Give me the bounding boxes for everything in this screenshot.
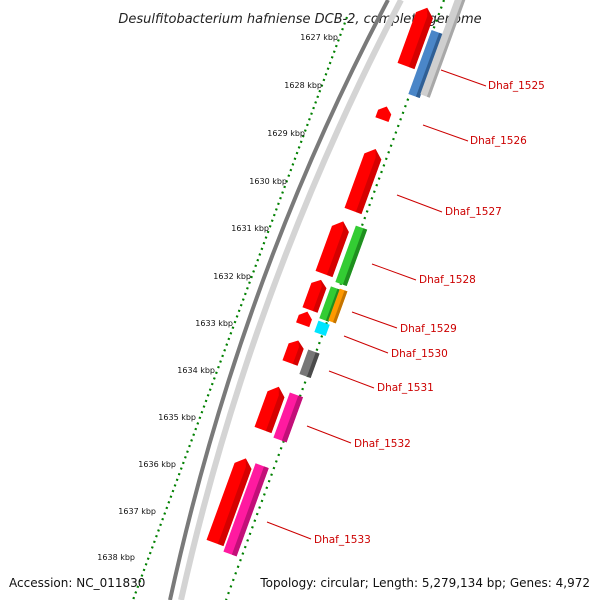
gene-label-dhaf-1528[interactable]: Dhaf_1528	[419, 274, 476, 286]
tick-label: 1632 kbp	[213, 272, 251, 281]
tick-label: 1631 kbp	[231, 224, 269, 233]
gene-label-dhaf-1527[interactable]: Dhaf_1527	[445, 206, 502, 218]
cog-bar-gray	[299, 349, 320, 379]
label-leaders	[266, 69, 487, 540]
genome-summary-label: Topology: circular; Length: 5,279,134 bp…	[259, 576, 590, 590]
tick-label: 1636 kbp	[138, 460, 176, 469]
cds-arrow-dhaf-1528[interactable]	[315, 218, 352, 278]
tick-label: 1630 kbp	[249, 177, 287, 186]
tick-label: 1627 kbp	[300, 33, 338, 42]
gene-label-dhaf-1531[interactable]: Dhaf_1531	[377, 382, 434, 394]
gene-label-dhaf-1529[interactable]: Dhaf_1529	[400, 323, 457, 335]
cog-track	[223, 0, 468, 557]
cds-arrow-dhaf-1527[interactable]	[344, 146, 384, 215]
backbone-band	[178, 0, 404, 600]
tick-label: 1638 kbp	[97, 553, 135, 562]
cds-arrow-dhaf-1529[interactable]	[302, 277, 328, 313]
tick-label: 1628 kbp	[284, 81, 322, 90]
gene-label-dhaf-1526[interactable]: Dhaf_1526	[470, 135, 527, 147]
tick-label: 1634 kbp	[177, 366, 215, 375]
backbone-line	[168, 0, 390, 600]
cds-arrow-dhaf-1532[interactable]	[254, 384, 288, 434]
inner-ruler-track	[224, 0, 446, 600]
cds-arrow-dhaf-1531[interactable]	[282, 338, 305, 366]
gene-label-dhaf-1525[interactable]: Dhaf_1525	[488, 80, 545, 92]
cds-arrow-dhaf-1525[interactable]	[397, 5, 436, 70]
cog-bar-pink-long	[223, 463, 269, 557]
cds-arrow-dhaf-1533[interactable]	[206, 455, 255, 547]
gene-labels: Dhaf_1525 Dhaf_1526 Dhaf_1527 Dhaf_1528 …	[314, 80, 545, 546]
cog-bar-pink	[273, 392, 303, 443]
tick-label: 1637 kbp	[118, 507, 156, 516]
cog-bar-light-gray	[420, 0, 468, 98]
cog-bar-cyan	[314, 320, 330, 337]
ruler-ticks: 1627 kbp 1628 kbp 1629 kbp 1630 kbp 1631…	[97, 33, 338, 562]
tick-label: 1633 kbp	[195, 319, 233, 328]
gene-label-dhaf-1533[interactable]: Dhaf_1533	[314, 534, 371, 546]
cog-bar-green-small	[319, 286, 341, 322]
cds-track	[206, 5, 436, 547]
tick-label: 1635 kbp	[158, 413, 196, 422]
accession-label: Accession: NC_011830	[9, 576, 145, 590]
gene-label-dhaf-1530[interactable]: Dhaf_1530	[391, 348, 448, 360]
ruler-track	[131, 16, 349, 600]
gene-label-dhaf-1532[interactable]: Dhaf_1532	[354, 438, 411, 450]
cds-arrow-dhaf-1526[interactable]	[375, 104, 393, 123]
cog-bar-green	[335, 225, 368, 287]
cog-bar-orange	[328, 288, 348, 324]
cds-arrow-dhaf-1530[interactable]	[296, 309, 314, 328]
cog-bar-blue	[408, 30, 443, 99]
tick-label: 1629 kbp	[267, 129, 305, 138]
